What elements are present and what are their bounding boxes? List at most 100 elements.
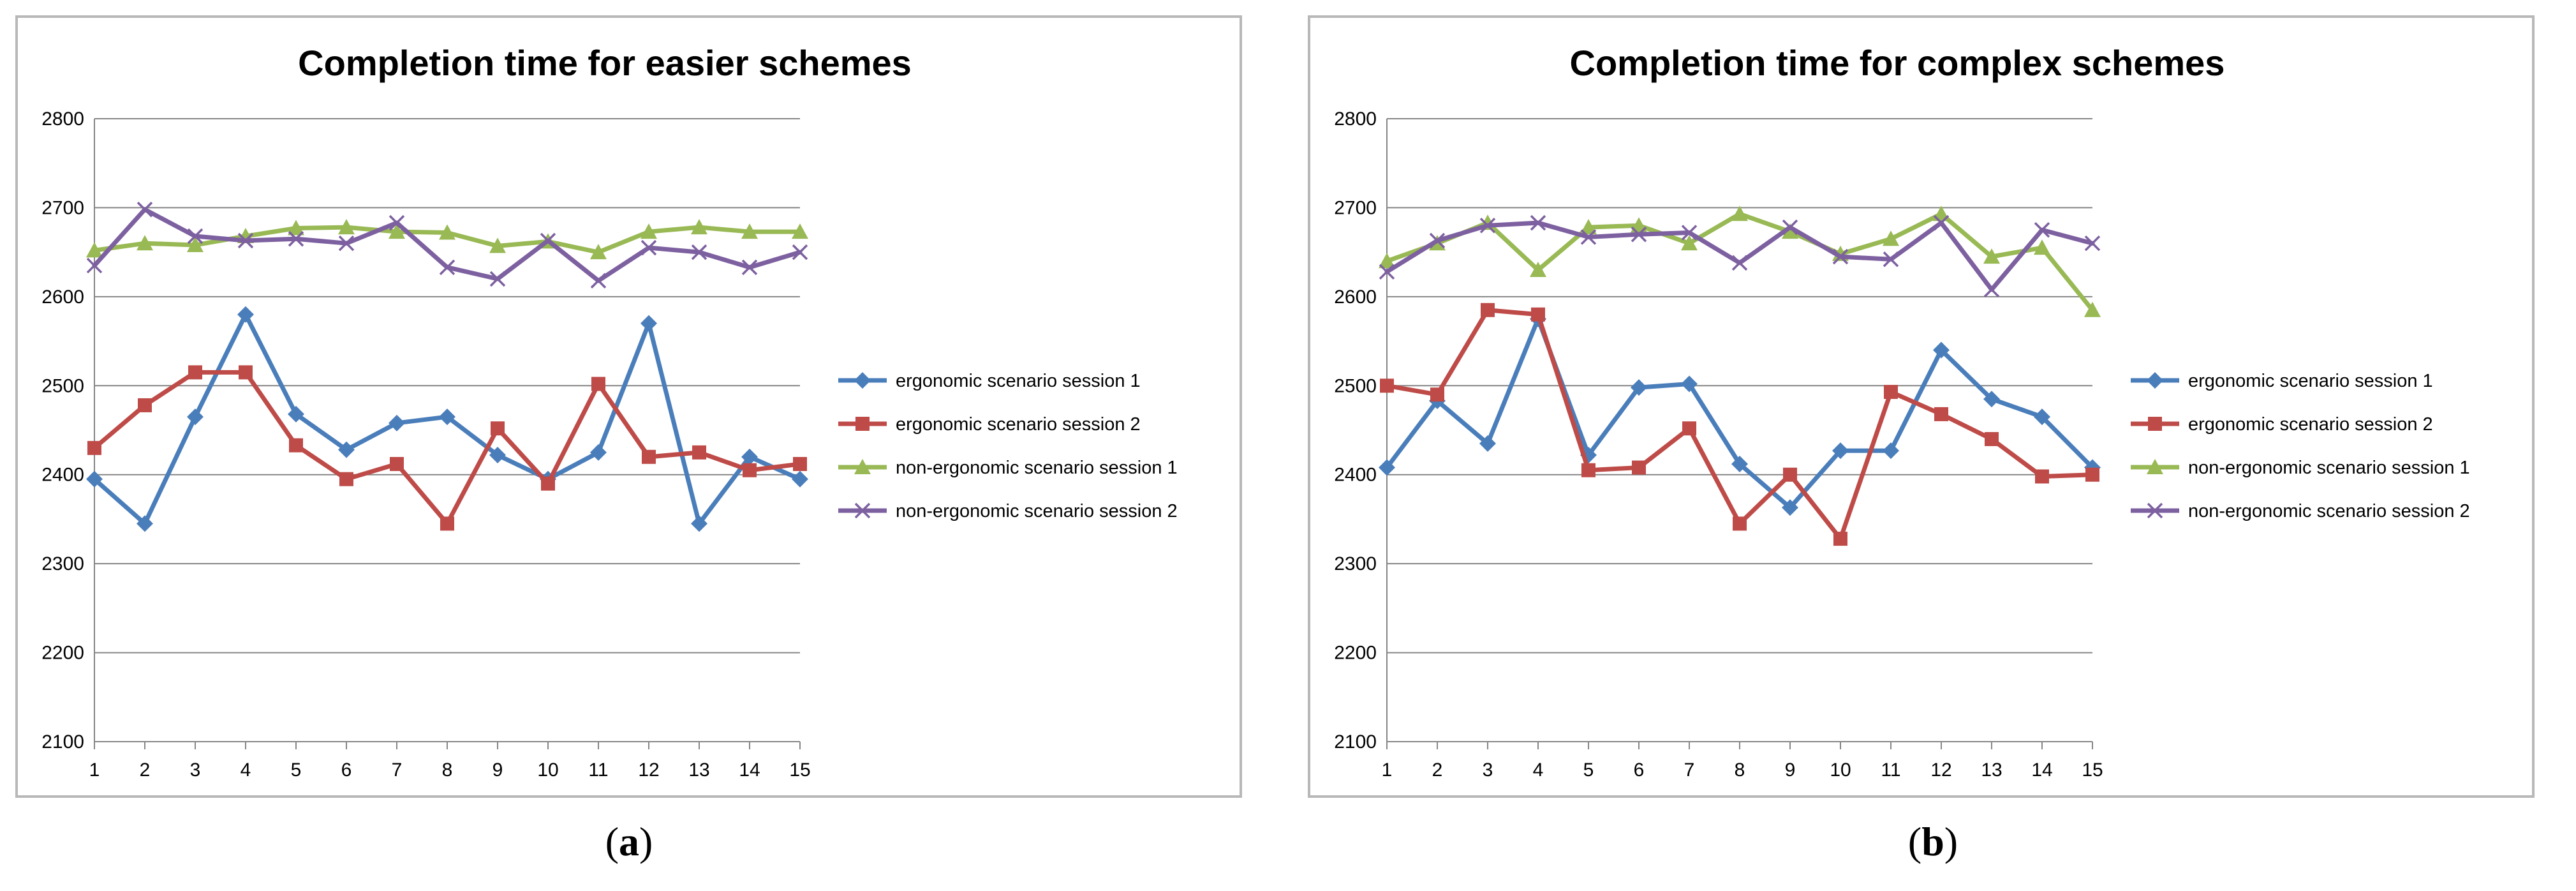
data-point (2084, 301, 2101, 317)
caption-b: (b) (1907, 819, 1958, 864)
legend-marker (854, 502, 871, 519)
x-tick-label: 1 (89, 760, 100, 781)
data-point (691, 515, 707, 532)
legend-label: non-ergonomic scenario session 2 (896, 501, 1178, 521)
legend-item: ergonomic scenario session 1 (2131, 371, 2433, 391)
x-tick-label: 8 (1735, 760, 1745, 781)
data-point (1985, 431, 1999, 446)
data-point (1883, 251, 1899, 267)
chart-panel-a: Completion time for easier schemes 2100 22… (15, 15, 1242, 798)
y-tick-label: 2700 (41, 197, 84, 218)
data-point (138, 398, 152, 412)
data-point (1531, 307, 1545, 322)
data-point (1380, 378, 1394, 393)
data-point (288, 405, 304, 423)
x-tick-label: 11 (588, 760, 608, 781)
data-point (2085, 467, 2099, 482)
data-point (590, 244, 607, 260)
x-tick-label: 14 (2031, 760, 2052, 781)
data-point (338, 219, 355, 235)
data-point (2034, 222, 2050, 238)
data-point (2034, 408, 2050, 426)
x-tick-label: 6 (341, 760, 352, 781)
data-point (1832, 442, 1849, 460)
legend-marker (855, 417, 870, 431)
data-point (339, 472, 353, 486)
legend-marker (2147, 372, 2163, 389)
data-point (2084, 235, 2101, 251)
series-ergonomic-scenario-session-2 (1380, 303, 2099, 546)
data-point (1731, 255, 1748, 271)
y-tick-label: 2400 (1334, 465, 1377, 486)
data-point (489, 237, 506, 253)
data-point (1631, 227, 1647, 243)
data-point (741, 259, 758, 276)
data-point (640, 315, 657, 332)
x-tick-label: 7 (392, 760, 403, 781)
y-tick-label: 2400 (41, 465, 84, 486)
data-point (590, 444, 607, 461)
x-tick-label: 10 (537, 760, 558, 781)
data-point (640, 223, 657, 239)
legend-item: non-ergonomic scenario session 2 (2131, 501, 2470, 521)
x-tick-label: 15 (789, 760, 810, 781)
series-line (1384, 308, 2095, 541)
x-tick-label: 9 (492, 760, 503, 781)
data-point (1681, 375, 1698, 393)
y-tick-label: 2700 (1334, 197, 1377, 218)
data-point (489, 271, 506, 287)
data-point (1379, 459, 1395, 476)
x-tick-label: 2 (140, 760, 151, 781)
data-point (1884, 385, 1898, 400)
y-tick-label: 2800 (1334, 109, 1377, 130)
chart-panel-b: Completion time for complex schemes 2100 2… (1308, 15, 2535, 798)
legend-item: ergonomic scenario session 1 (838, 371, 1141, 391)
data-point (1731, 455, 1748, 472)
data-point (439, 408, 455, 426)
x-axis-tick-labels: 1 2 3 4 5 6 7 8 9 10 11 12 13 14 15 (89, 742, 811, 781)
data-point (86, 242, 103, 258)
data-point (741, 223, 758, 239)
x-tick-label: 8 (442, 760, 453, 781)
data-point (439, 224, 455, 240)
data-point (288, 220, 304, 236)
data-point (338, 441, 355, 458)
data-point (640, 239, 657, 256)
legend-label: ergonomic scenario session 2 (896, 414, 1141, 435)
data-point (289, 438, 303, 453)
data-point (1631, 379, 1647, 396)
data-point (86, 257, 103, 274)
data-point (1682, 421, 1696, 436)
series-ergonomic-scenario-session-1 (86, 306, 808, 532)
y-tick-label: 2600 (1334, 287, 1377, 308)
data-point (1481, 303, 1495, 317)
legend-label: non-ergonomic scenario session 1 (2188, 458, 2470, 478)
caption-a-letter: a (619, 819, 639, 864)
data-point (741, 448, 758, 465)
data-point (1379, 264, 1395, 280)
data-point (1883, 442, 1899, 460)
data-point (288, 230, 304, 247)
data-point (691, 219, 707, 235)
series-ergonomic-scenario-session-2 (87, 365, 807, 531)
data-point (1429, 232, 1446, 249)
caption-b-letter: b (1921, 819, 1944, 864)
y-tick-label: 2100 (41, 731, 84, 752)
legend-marker (854, 459, 871, 474)
y-tick-label: 2200 (1334, 643, 1377, 664)
x-tick-label: 2 (1432, 760, 1443, 781)
x-tick-label: 4 (241, 760, 251, 781)
data-point (1581, 463, 1595, 477)
y-tick-label: 2500 (1334, 375, 1377, 396)
legend-label: non-ergonomic scenario session 2 (2188, 501, 2470, 521)
y-axis-tick-labels: 2100 2200 2300 2400 2500 2600 2700 2800 (41, 109, 84, 752)
legend-item: non-ergonomic scenario session 1 (2131, 458, 2470, 478)
data-point (2035, 469, 2049, 484)
y-tick-label: 2800 (41, 109, 84, 130)
data-point (590, 273, 607, 288)
data-point (792, 470, 808, 488)
data-point (1832, 248, 1849, 265)
line-chart-complex-schemes: Completion time for complex schemes21002… (1334, 43, 2470, 781)
x-tick-label: 4 (1533, 760, 1544, 781)
data-point (1833, 532, 1847, 546)
